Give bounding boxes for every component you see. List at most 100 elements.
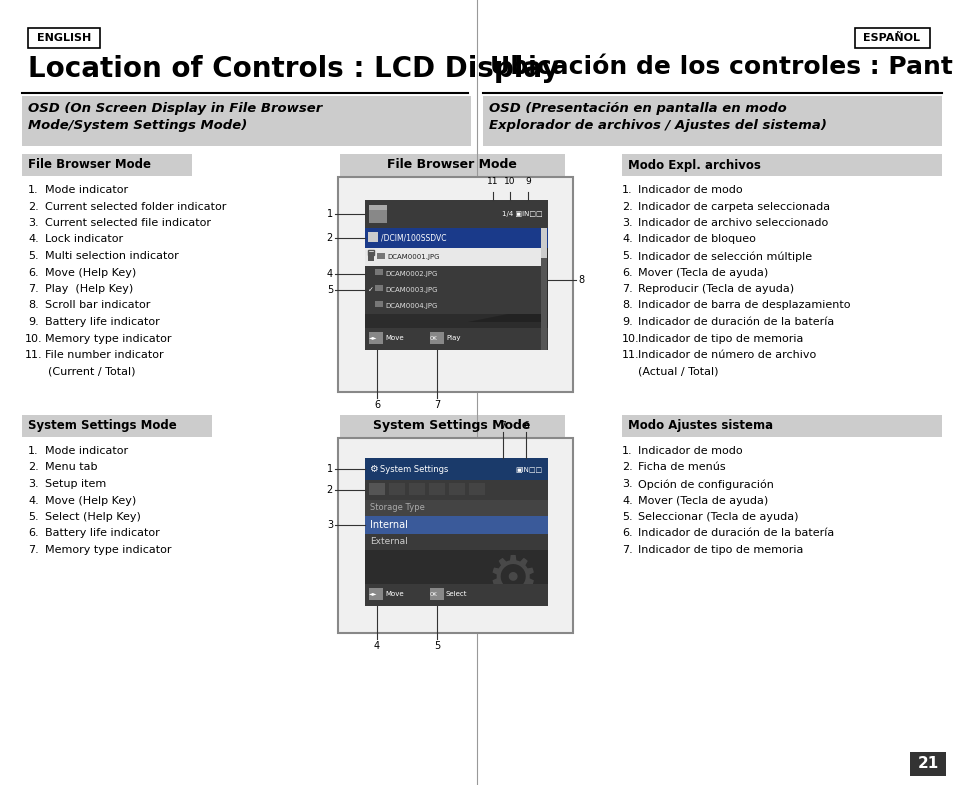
- Bar: [365, 534, 547, 550]
- Text: DCAM0001.JPG: DCAM0001.JPG: [387, 254, 439, 260]
- Text: ENGLISH: ENGLISH: [37, 33, 91, 43]
- Text: 5.: 5.: [621, 251, 632, 261]
- Text: Current selected file indicator: Current selected file indicator: [45, 218, 211, 228]
- Text: (Current / Total): (Current / Total): [48, 367, 135, 377]
- Bar: [365, 200, 547, 228]
- Text: 2: 2: [327, 485, 333, 495]
- Text: 10.: 10.: [621, 334, 639, 344]
- Bar: [339, 154, 564, 176]
- Text: Indicador de tipo de memoria: Indicador de tipo de memoria: [638, 545, 802, 555]
- Bar: [22, 415, 212, 437]
- Bar: [369, 205, 387, 210]
- Bar: [365, 500, 547, 516]
- Bar: [365, 228, 547, 248]
- Bar: [449, 483, 464, 495]
- Text: 3.: 3.: [28, 479, 38, 489]
- Bar: [337, 438, 573, 633]
- Text: ⚙: ⚙: [486, 553, 538, 609]
- Bar: [368, 250, 374, 255]
- Bar: [368, 252, 374, 261]
- Text: 4.: 4.: [621, 235, 632, 244]
- Bar: [365, 516, 547, 534]
- Bar: [540, 228, 546, 350]
- Bar: [375, 301, 382, 307]
- Text: Indicador de duración de la batería: Indicador de duración de la batería: [638, 317, 833, 327]
- Text: 8: 8: [578, 275, 583, 285]
- Text: Modo Ajustes sistema: Modo Ajustes sistema: [627, 419, 772, 433]
- Text: Indicador de número de archivo: Indicador de número de archivo: [638, 350, 816, 360]
- Text: 1.: 1.: [28, 185, 38, 195]
- Text: 7: 7: [499, 421, 505, 430]
- Text: 8.: 8.: [28, 301, 39, 311]
- Text: 11: 11: [487, 177, 498, 186]
- Text: Indicador de selección múltiple: Indicador de selección múltiple: [638, 251, 811, 261]
- Text: 4.: 4.: [28, 235, 39, 244]
- Text: 7: 7: [434, 400, 439, 410]
- Text: ✓: ✓: [368, 287, 374, 293]
- Text: 10.: 10.: [25, 334, 43, 344]
- Text: Ficha de menús: Ficha de menús: [638, 462, 725, 473]
- Text: 1: 1: [327, 464, 333, 474]
- Bar: [365, 200, 547, 350]
- Text: 6.: 6.: [621, 268, 632, 278]
- Text: Reproducir (Tecla de ayuda): Reproducir (Tecla de ayuda): [638, 284, 793, 294]
- Bar: [430, 332, 443, 344]
- Text: 5.: 5.: [28, 251, 38, 261]
- Text: 4.: 4.: [621, 495, 632, 506]
- Text: 5: 5: [434, 641, 439, 651]
- Text: 3.: 3.: [621, 218, 632, 228]
- Bar: [429, 483, 444, 495]
- Text: 1: 1: [327, 209, 333, 219]
- Text: Indicador de tipo de memoria: Indicador de tipo de memoria: [638, 334, 802, 344]
- Bar: [365, 298, 540, 314]
- Text: 4: 4: [374, 641, 379, 651]
- Text: 2: 2: [327, 233, 333, 243]
- Text: 6: 6: [522, 421, 528, 430]
- Text: Internal: Internal: [370, 520, 408, 530]
- Bar: [621, 154, 941, 176]
- Text: Mover (Tecla de ayuda): Mover (Tecla de ayuda): [638, 495, 767, 506]
- Text: System Settings: System Settings: [379, 465, 448, 473]
- Text: ▣IN□□: ▣IN□□: [516, 466, 542, 472]
- Text: Move: Move: [385, 591, 403, 597]
- Text: Opción de configuración: Opción de configuración: [638, 479, 773, 490]
- Text: Move: Move: [385, 335, 403, 341]
- Bar: [22, 154, 192, 176]
- Bar: [28, 28, 100, 48]
- Bar: [365, 328, 547, 350]
- Text: 7.: 7.: [28, 545, 39, 555]
- Text: 3.: 3.: [621, 479, 632, 489]
- Bar: [22, 96, 471, 146]
- Text: DCAM0004.JPG: DCAM0004.JPG: [385, 303, 436, 309]
- Text: Menu tab: Menu tab: [45, 462, 97, 473]
- Text: 9.: 9.: [621, 317, 632, 327]
- Bar: [375, 285, 382, 291]
- Text: Play  (Help Key): Play (Help Key): [45, 284, 133, 294]
- Bar: [339, 415, 564, 437]
- Text: 1.: 1.: [621, 446, 632, 456]
- Text: Scroll bar indicator: Scroll bar indicator: [45, 301, 151, 311]
- Text: 21: 21: [917, 757, 938, 772]
- Text: Indicador de carpeta seleccionada: Indicador de carpeta seleccionada: [638, 202, 829, 211]
- Text: 2.: 2.: [621, 202, 632, 211]
- Text: System Settings Mode: System Settings Mode: [373, 419, 530, 433]
- Bar: [365, 266, 540, 282]
- Text: Battery life indicator: Battery life indicator: [45, 317, 159, 327]
- Text: Explorador de archivos / Ajustes del sistema): Explorador de archivos / Ajustes del sis…: [489, 119, 826, 132]
- Text: Indicador de duración de la batería: Indicador de duración de la batería: [638, 528, 833, 539]
- Bar: [365, 584, 547, 606]
- Bar: [369, 588, 382, 600]
- Bar: [621, 415, 941, 437]
- Text: 1.: 1.: [28, 446, 38, 456]
- Bar: [369, 205, 387, 223]
- Text: 11.: 11.: [25, 350, 43, 360]
- Text: Storage Type: Storage Type: [370, 503, 424, 513]
- Bar: [389, 483, 405, 495]
- Bar: [365, 458, 547, 606]
- Text: 2.: 2.: [28, 202, 39, 211]
- Text: Battery life indicator: Battery life indicator: [45, 528, 159, 539]
- Text: Mover (Tecla de ayuda): Mover (Tecla de ayuda): [638, 268, 767, 278]
- Text: Indicador de bloqueo: Indicador de bloqueo: [638, 235, 755, 244]
- Text: OK: OK: [430, 592, 437, 597]
- Text: 9.: 9.: [28, 317, 39, 327]
